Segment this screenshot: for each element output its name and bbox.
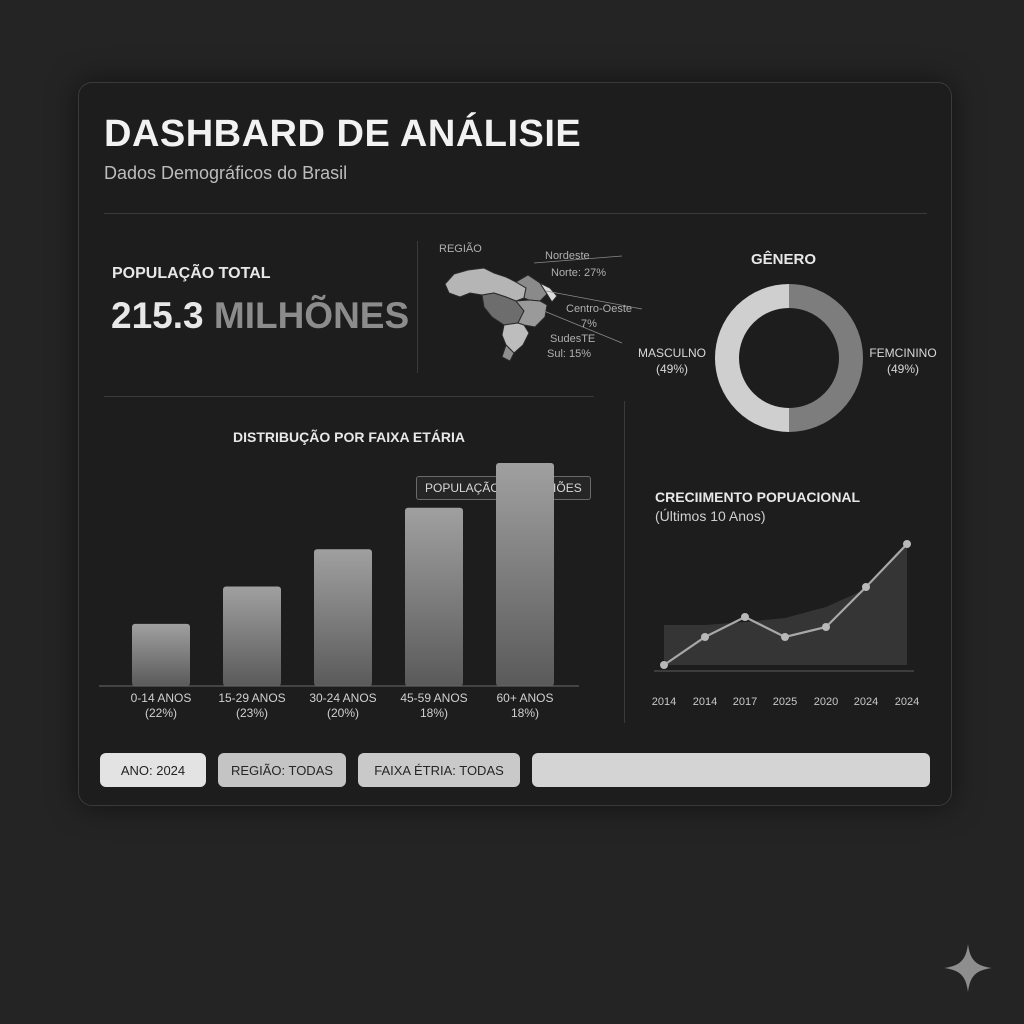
age-chart-title: DISTRIBUÇÃO POR FAIXA ETÁRIA <box>233 429 466 445</box>
bar-4[interactable] <box>496 462 554 686</box>
gender-title: GÊNERO <box>751 251 817 268</box>
population-label: POPULAÇÃO TOTAL <box>112 265 271 282</box>
bar-pct-label: 18%) <box>419 706 448 720</box>
bar-label-2: 30-24 ANOS (20%) <box>298 691 388 721</box>
year-label-2: 2017 <box>732 696 758 708</box>
population-unit: MILHÕNES <box>213 295 410 336</box>
filter-extra-bar[interactable] <box>532 753 930 787</box>
year-label-3: 2025 <box>772 696 798 708</box>
year-label-0: 2014 <box>651 696 677 708</box>
map-label-sul: Sul: 15% <box>547 348 592 360</box>
growth-point-3[interactable] <box>781 633 789 641</box>
bar-category-label: 45-59 ANOS <box>400 691 468 705</box>
growth-point-2[interactable] <box>741 613 749 621</box>
chart-divider <box>624 401 625 723</box>
male-pct-text: (49%) <box>655 362 688 376</box>
bars <box>132 462 554 686</box>
region-nordeste-coast <box>538 281 558 303</box>
map-label-norte: Norte: 27% <box>551 267 607 279</box>
growth-point-1[interactable] <box>701 633 709 641</box>
age-bar-chart[interactable] <box>99 453 599 689</box>
mid-divider <box>104 396 594 397</box>
bar-2[interactable] <box>314 549 372 686</box>
bar-category-label: 0-14 ANOS <box>130 691 192 705</box>
growth-point-4[interactable] <box>822 623 830 631</box>
leader-sudeste <box>543 310 623 344</box>
region-title: REGIÃO <box>439 243 482 255</box>
year-label-1: 2014 <box>692 696 718 708</box>
population-number: 215.3 <box>111 295 204 336</box>
population-value: 215.3 MILHÕNES <box>111 295 409 337</box>
bar-label-4: 60+ ANOS 18%) <box>480 691 570 721</box>
map-label-centro-oeste: Centro-Oeste <box>566 303 633 315</box>
filter-year-button[interactable]: ANO: 2024 <box>100 753 206 787</box>
filter-region-button[interactable]: REGIÃO: TODAS <box>218 753 346 787</box>
map-label-nordeste: Nordeste <box>545 250 590 262</box>
year-label-5: 2024 <box>853 696 879 708</box>
filter-age-button[interactable]: FAIXA ÉTRIA: TODAS <box>358 753 520 787</box>
growth-point-5[interactable] <box>862 583 870 591</box>
page-subtitle: Dados Demográficos do Brasil <box>104 163 348 183</box>
male-label-text: MASCULNO <box>637 346 706 360</box>
donut-slices <box>715 284 863 432</box>
kpi-divider <box>417 241 418 373</box>
growth-title: CRECIIMENTO POPUACIONAL <box>655 489 861 505</box>
bar-0[interactable] <box>132 623 190 686</box>
bar-pct-label: (20%) <box>326 706 359 720</box>
bar-category-label: 15-29 ANOS <box>218 691 286 705</box>
year-label-6: 2024 <box>894 696 920 708</box>
region-sul-tip <box>501 344 515 362</box>
growth-area <box>664 544 907 665</box>
leader-nordeste <box>533 255 623 264</box>
leader-centro-oeste <box>545 290 643 310</box>
bar-pct-label: (22%) <box>144 706 177 720</box>
bar-label-1: 15-29 ANOS (23%) <box>207 691 297 721</box>
growth-point-6[interactable] <box>903 540 911 548</box>
growth-line-chart[interactable] <box>654 533 914 691</box>
dashboard-card: DASHBARD DE ANÁLISIE Dados Demográficos … <box>78 82 952 806</box>
growth-series <box>654 540 914 672</box>
region-sudeste <box>515 299 548 328</box>
donut-slice-femcinino[interactable] <box>788 284 863 432</box>
bar-label-3: 45-59 ANOS 18%) <box>389 691 479 721</box>
bar-category-label: 30-24 ANOS <box>309 691 377 705</box>
bar-pct-label: (23%) <box>235 706 268 720</box>
bar-category-label: 60+ ANOS <box>496 691 554 705</box>
donut-slice-masculno[interactable] <box>715 284 790 432</box>
growth-subtitle: (Últimos 10 Anos) <box>655 508 766 524</box>
bar-1[interactable] <box>223 586 281 686</box>
year-label-4: 2020 <box>813 696 839 708</box>
female-label-text: FEMCININO <box>869 346 937 360</box>
gender-female-label: FEMCININO (49%) <box>866 345 940 377</box>
brazil-region-map[interactable] <box>434 253 654 383</box>
bar-pct-label: 18%) <box>510 706 539 720</box>
gender-male-label: MASCULNO (49%) <box>635 345 709 377</box>
sparkle-icon <box>944 944 992 992</box>
header-divider <box>104 213 927 214</box>
map-label-sudeste: SudesTE <box>550 333 596 345</box>
region-sul <box>501 322 530 354</box>
female-pct-text: (49%) <box>886 362 919 376</box>
growth-point-0[interactable] <box>660 661 668 669</box>
bar-3[interactable] <box>405 507 463 686</box>
map-label-centro-oeste-pct: 7% <box>581 318 597 330</box>
page-title: DASHBARD DE ANÁLISIE <box>104 113 582 155</box>
gender-donut-chart[interactable] <box>709 278 869 438</box>
bar-label-0: 0-14 ANOS (22%) <box>116 691 206 721</box>
